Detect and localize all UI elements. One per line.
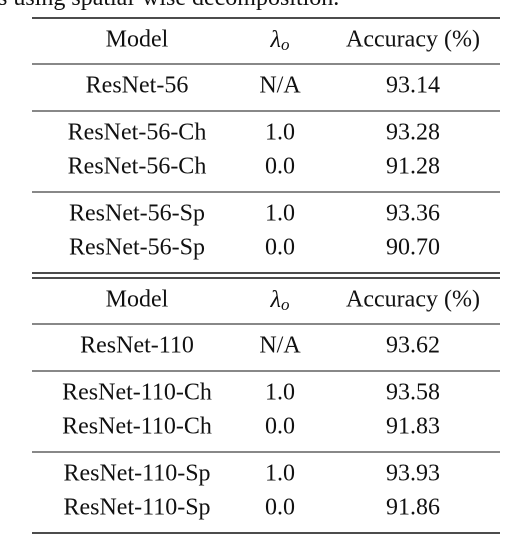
caption: s using spatial-wise decomposition.	[0, 0, 339, 11]
cell: 1.0	[265, 461, 295, 487]
cell: 93.28	[386, 120, 440, 146]
lambda-subscript: o	[281, 295, 290, 314]
header-cell: Accuracy (%)	[346, 27, 480, 53]
cell: ResNet-110-Ch	[62, 380, 212, 406]
cell: 0.0	[265, 414, 295, 440]
header-cell: Accuracy (%)	[346, 287, 480, 313]
header-cell: λo	[270, 27, 290, 54]
cell: 0.0	[265, 235, 295, 261]
cell: ResNet-56-Ch	[68, 120, 207, 146]
cell: 91.83	[386, 414, 440, 440]
cell: 93.14	[386, 73, 440, 99]
lambda-subscript: o	[281, 35, 290, 54]
lambda-symbol: λ	[270, 287, 281, 313]
cell: ResNet-110-Sp	[63, 495, 210, 521]
cell: ResNet-110-Ch	[62, 414, 212, 440]
lambda-symbol: λ	[270, 27, 281, 53]
cell: 93.93	[386, 461, 440, 487]
cell: ResNet-56-Ch	[68, 154, 207, 180]
cell: 93.36	[386, 201, 440, 227]
cell: 93.62	[386, 333, 440, 359]
cell: 90.70	[386, 235, 440, 261]
cell: 91.28	[386, 154, 440, 180]
cell: 0.0	[265, 154, 295, 180]
cell: 1.0	[265, 120, 295, 146]
cell: ResNet-110-Sp	[63, 461, 210, 487]
cell: ResNet-56-Sp	[69, 201, 205, 227]
cell: N/A	[259, 333, 301, 359]
header-cell: λo	[270, 287, 290, 314]
cell: ResNet-56	[86, 73, 189, 99]
header-cell: Model	[106, 27, 169, 53]
cell: 0.0	[265, 495, 295, 521]
cell: 93.58	[386, 380, 440, 406]
cell: ResNet-56-Sp	[69, 235, 205, 261]
header-cell: Model	[106, 287, 169, 313]
cell: ResNet-110	[80, 333, 194, 359]
cell: N/A	[259, 73, 301, 99]
cell: 1.0	[265, 201, 295, 227]
cell: 91.86	[386, 495, 440, 521]
cell: 1.0	[265, 380, 295, 406]
